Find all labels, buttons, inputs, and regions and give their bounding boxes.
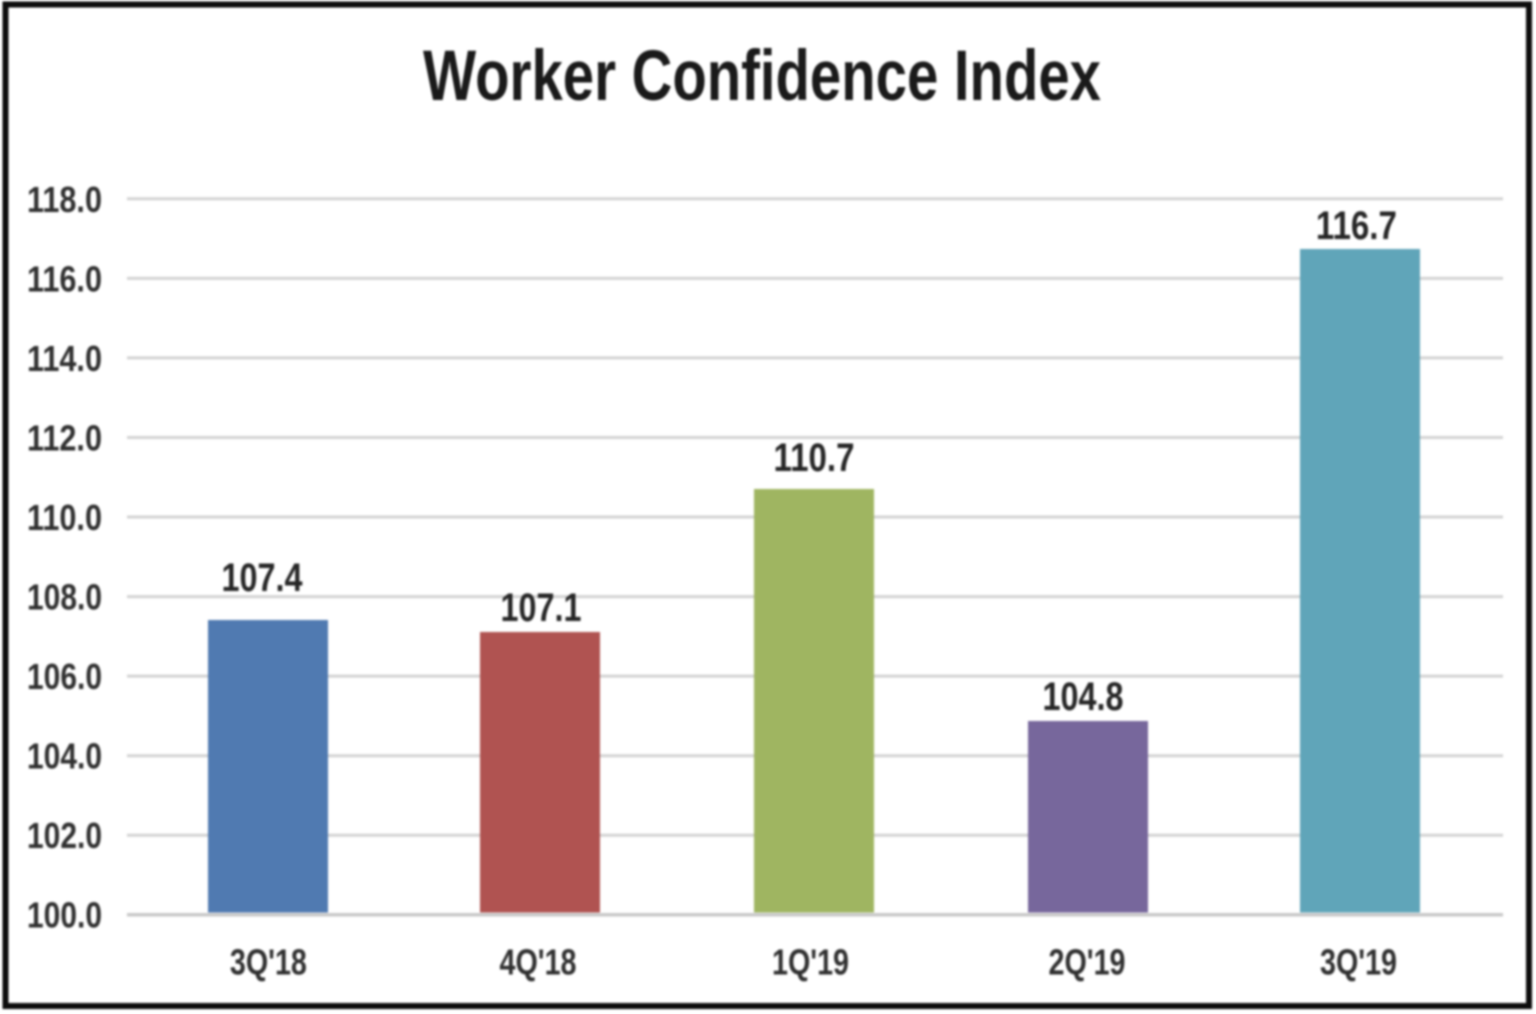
svg-text:104.0: 104.0 [27,736,102,777]
svg-text:114.0: 114.0 [27,338,102,379]
svg-text:112.0: 112.0 [27,418,102,459]
svg-text:3Q'19: 3Q'19 [1320,942,1397,983]
svg-text:2Q'19: 2Q'19 [1049,942,1126,983]
svg-text:118.0: 118.0 [27,179,102,220]
svg-text:106.0: 106.0 [27,656,102,697]
svg-text:3Q'18: 3Q'18 [230,942,307,983]
svg-text:4Q'18: 4Q'18 [500,942,577,983]
svg-text:116.7: 116.7 [1316,204,1397,248]
svg-text:100.0: 100.0 [27,895,102,936]
svg-text:1Q'19: 1Q'19 [772,942,849,983]
svg-text:107.1: 107.1 [501,586,582,630]
svg-text:104.8: 104.8 [1043,675,1124,719]
svg-text:108.0: 108.0 [27,577,102,618]
svg-text:116.0: 116.0 [27,258,102,299]
svg-text:110.7: 110.7 [774,436,855,480]
svg-text:Worker Confidence Index: Worker Confidence Index [423,37,1101,116]
svg-text:110.0: 110.0 [27,497,102,538]
svg-text:102.0: 102.0 [27,815,102,856]
svg-text:107.4: 107.4 [222,556,303,600]
